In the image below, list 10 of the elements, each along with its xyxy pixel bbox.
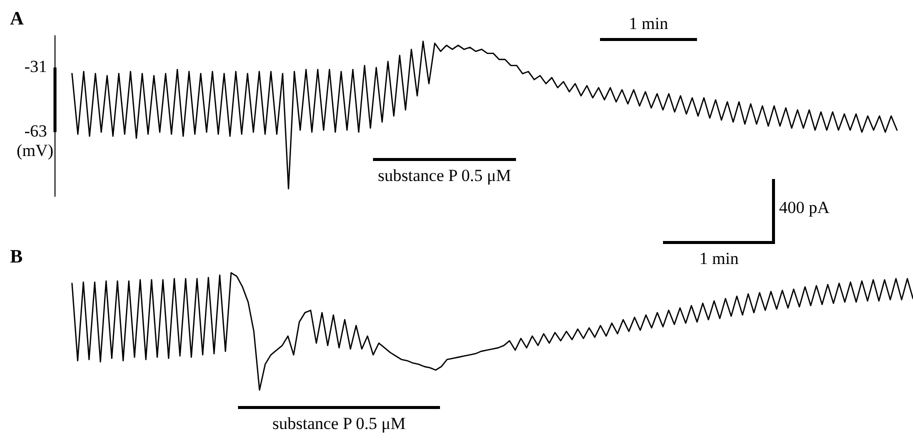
y-tick-label: -31 [24, 56, 47, 76]
chart-title: B [10, 246, 23, 268]
y-axis-title: (mV) [16, 141, 54, 160]
text: 1 min [699, 249, 739, 269]
annotation: substance P 0.5 μM [378, 166, 512, 186]
text: substance P 0.5 μM [272, 414, 406, 434]
text: 400 pA [779, 198, 830, 218]
chart-title: A [10, 8, 24, 30]
text: 1 min [628, 14, 668, 34]
y-tick-label: -63 [24, 122, 47, 141]
